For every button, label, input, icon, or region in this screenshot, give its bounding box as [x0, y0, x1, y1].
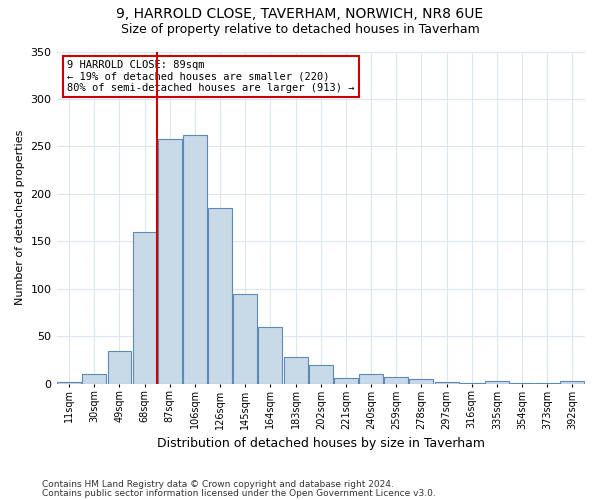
Bar: [208, 208, 232, 384]
Bar: [535, 383, 559, 384]
Bar: [107, 350, 131, 384]
Bar: [259, 327, 283, 384]
Bar: [133, 232, 157, 384]
Bar: [309, 365, 333, 384]
Text: 9 HARROLD CLOSE: 89sqm
← 19% of detached houses are smaller (220)
80% of semi-de: 9 HARROLD CLOSE: 89sqm ← 19% of detached…: [67, 60, 355, 93]
Bar: [183, 135, 207, 384]
Bar: [158, 139, 182, 384]
Text: Size of property relative to detached houses in Taverham: Size of property relative to detached ho…: [121, 22, 479, 36]
Bar: [334, 378, 358, 384]
Bar: [82, 374, 106, 384]
Bar: [560, 381, 584, 384]
Bar: [434, 382, 458, 384]
Y-axis label: Number of detached properties: Number of detached properties: [15, 130, 25, 306]
Bar: [233, 294, 257, 384]
X-axis label: Distribution of detached houses by size in Taverham: Distribution of detached houses by size …: [157, 437, 485, 450]
Bar: [359, 374, 383, 384]
Text: 9, HARROLD CLOSE, TAVERHAM, NORWICH, NR8 6UE: 9, HARROLD CLOSE, TAVERHAM, NORWICH, NR8…: [116, 8, 484, 22]
Bar: [284, 357, 308, 384]
Bar: [460, 383, 484, 384]
Bar: [409, 379, 433, 384]
Text: Contains public sector information licensed under the Open Government Licence v3: Contains public sector information licen…: [42, 488, 436, 498]
Bar: [485, 381, 509, 384]
Bar: [510, 383, 534, 384]
Bar: [57, 382, 81, 384]
Bar: [385, 377, 408, 384]
Text: Contains HM Land Registry data © Crown copyright and database right 2024.: Contains HM Land Registry data © Crown c…: [42, 480, 394, 489]
